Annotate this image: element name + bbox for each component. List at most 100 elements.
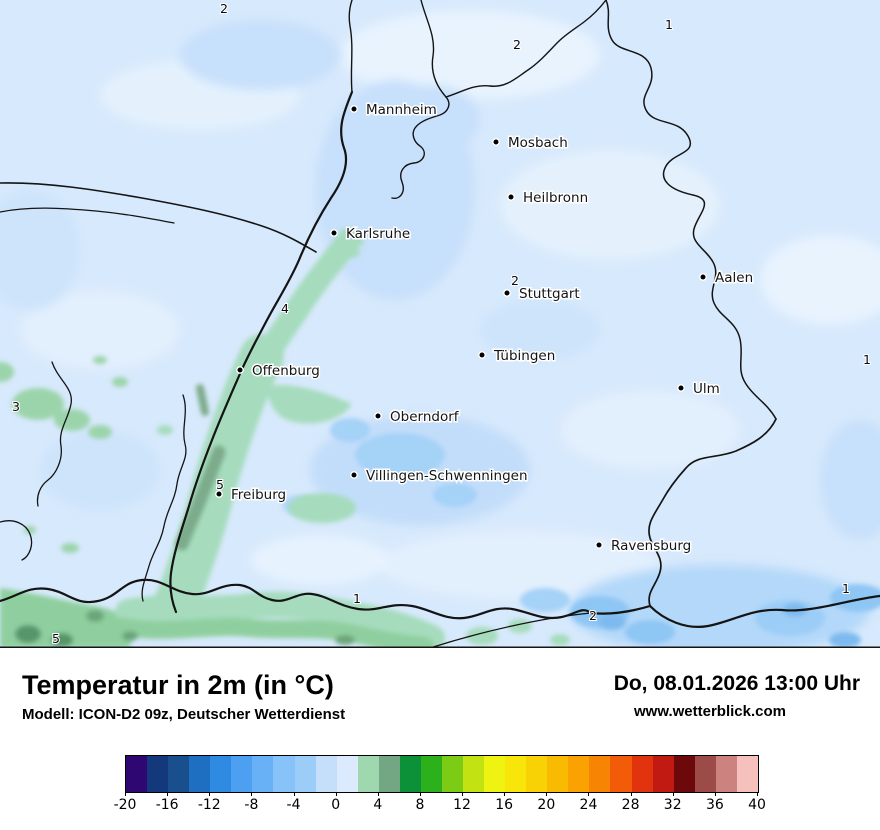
colorbar-cell-22 xyxy=(568,756,590,792)
city-marker-mannheim: Mannheim xyxy=(350,101,438,120)
colorbar-tickmark xyxy=(714,792,716,796)
colorbar-cell-38 xyxy=(736,756,758,792)
colorbar-cell-10 xyxy=(441,756,463,792)
city-marker-villingen-schwenningen: Villingen-Schwenningen xyxy=(350,467,529,486)
city-marker-layer: Mannheim Mosbach Heilbronn Karlsruhe Stuttga… xyxy=(215,101,755,556)
colorbar-cell--10 xyxy=(231,756,253,792)
page-title: Temperatur in 2m (in °C) xyxy=(22,670,334,700)
colorbar-tickmark xyxy=(504,792,506,796)
colorbar-cell-18 xyxy=(526,756,548,792)
colorbar-tickmark xyxy=(125,792,126,796)
colorbar-ticklabel: -12 xyxy=(197,797,221,813)
colorbar-ticklabel: 16 xyxy=(495,797,514,813)
colorbar-tickmark xyxy=(757,792,758,796)
colorbar-tickmark xyxy=(419,792,421,796)
colorbar-cell--14 xyxy=(189,756,211,792)
city-dot xyxy=(374,412,382,420)
colorbar-tickmark xyxy=(335,792,337,796)
colorbar-ticklabel: 40 xyxy=(748,797,766,813)
map-footer: Temperatur in 2m (in °C) Modell: ICON-D2… xyxy=(0,648,880,830)
contour-value-label: 2 xyxy=(513,37,521,52)
colorbar-tickmark xyxy=(462,792,464,796)
colorbar-cell-12 xyxy=(463,756,485,792)
city-marker-freiburg: Freiburg xyxy=(215,486,288,505)
city-dot xyxy=(492,138,500,146)
colorbar-cell--6 xyxy=(273,756,295,792)
colorbar-tickmark xyxy=(588,792,590,796)
colorbar-cell--18 xyxy=(147,756,169,792)
contour-value-label: 5 xyxy=(216,477,224,492)
colorbar-cell-0 xyxy=(336,756,358,792)
city-label: Villingen-Schwenningen xyxy=(366,468,528,484)
colorbar-ticklabel: 0 xyxy=(331,797,341,813)
colorbar-cell-24 xyxy=(589,756,611,792)
city-label: Freiburg xyxy=(231,487,286,503)
city-dot xyxy=(677,384,685,392)
valid-datetime: Do, 08.01.2026 13:00 Uhr xyxy=(613,672,860,695)
colorbar-tickmark xyxy=(630,792,632,796)
colorbar-ticklabel: 32 xyxy=(663,797,682,813)
contour-label-layer: 2 1 2 2 4 1 3 5 1 1 2 5 xyxy=(11,0,872,647)
contour-value-label: 1 xyxy=(665,17,673,32)
colorbar-ticklabel: -4 xyxy=(286,797,301,813)
city-dot xyxy=(236,366,244,374)
colorbar-tick-labels: -20 -16 -12 -8 -4 0 4 8 12 16 20 24 28 32 36 40 xyxy=(114,792,766,822)
city-marker-heilbronn: Heilbronn xyxy=(507,189,590,208)
city-dot xyxy=(330,229,338,237)
city-dot xyxy=(478,351,486,359)
warm-spot-green-patches xyxy=(175,384,226,551)
city-label: Mannheim xyxy=(366,102,437,118)
city-marker-t-bingen: Tübingen xyxy=(478,347,557,366)
city-label: Heilbronn xyxy=(523,190,588,206)
colorbar-cell--2 xyxy=(315,756,337,792)
colorbar-cell-26 xyxy=(610,756,632,792)
colorbar-cell-34 xyxy=(694,756,716,792)
city-label: Offenburg xyxy=(252,363,320,379)
contour-value-label: 2 xyxy=(589,608,597,623)
city-dot xyxy=(507,193,515,201)
city-dot xyxy=(503,289,511,297)
colorbar-cell--16 xyxy=(168,756,190,792)
city-marker-offenburg: Offenburg xyxy=(236,362,321,381)
contour-value-label: 5 xyxy=(52,631,60,646)
website-url: www.wetterblick.com xyxy=(634,703,786,720)
city-label: Mosbach xyxy=(508,135,568,151)
colorbar-tickmark xyxy=(377,792,379,796)
header-right: Do, 08.01.2026 13:00 Uhr www.wetterblick… xyxy=(560,672,860,720)
city-label: Stuttgart xyxy=(519,286,580,302)
colorbar-cell-28 xyxy=(631,756,653,792)
colorbar-ticklabel: 36 xyxy=(705,797,724,813)
border-lines xyxy=(0,0,880,648)
rhine-valley-green-band xyxy=(153,228,364,628)
colorbar-tickmark xyxy=(672,792,674,796)
contour-value-label: 1 xyxy=(353,591,361,606)
city-marker-karlsruhe: Karlsruhe xyxy=(330,225,412,244)
city-marker-ulm: Ulm xyxy=(677,380,721,399)
colorbar-cell-2 xyxy=(357,756,379,792)
colorbar-cell-14 xyxy=(484,756,506,792)
colorbar-tickmark xyxy=(546,792,548,796)
colorbar-ticklabel: 24 xyxy=(579,797,598,813)
model-subtitle: Modell: ICON-D2 09z, Deutscher Wetterdie… xyxy=(22,706,346,723)
map-canvas: 2 1 2 2 4 1 3 5 1 1 2 5 Mannheim Mosbach Heilbronn Kar… xyxy=(0,0,880,648)
contour-value-label: 1 xyxy=(863,352,871,367)
colorbar-cell--20 xyxy=(126,756,148,792)
contour-value-label: 1 xyxy=(842,581,850,596)
colorbar-ticklabel: 4 xyxy=(373,797,383,813)
city-marker-aalen: Aalen xyxy=(699,269,755,288)
city-label: Ravensburg xyxy=(611,538,691,554)
contour-value-label: 2 xyxy=(220,1,228,16)
colorbar-cell-4 xyxy=(378,756,400,792)
colorbar-ticklabel: 28 xyxy=(621,797,640,813)
southern-green-strip xyxy=(0,588,570,648)
city-dot xyxy=(595,541,603,549)
city-label: Tübingen xyxy=(493,348,555,364)
city-label: Karlsruhe xyxy=(346,226,410,242)
france-green-patches xyxy=(0,356,128,553)
colorbar-ticklabel: 12 xyxy=(453,797,471,813)
city-label: Ulm xyxy=(693,381,720,397)
city-marker-stuttgart: Stuttgart xyxy=(503,285,581,304)
colorbar-tickmark xyxy=(209,792,211,796)
temperature-map: 2 1 2 2 4 1 3 5 1 1 2 5 Mannheim Mosbach Heilbronn Kar… xyxy=(0,0,880,648)
